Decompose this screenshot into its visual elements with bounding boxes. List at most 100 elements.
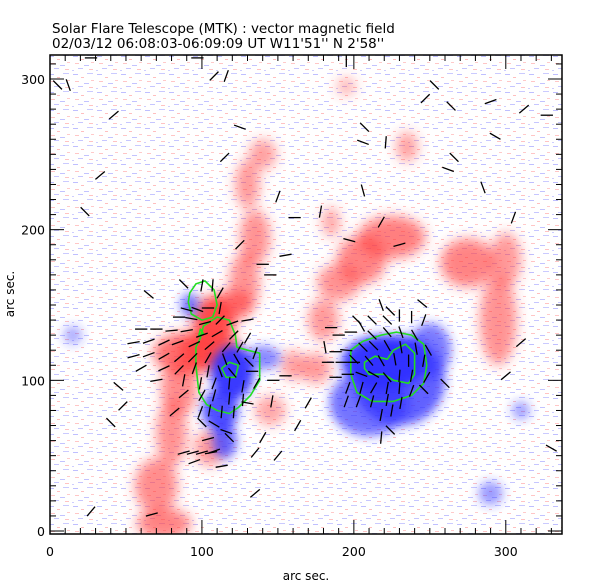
field-vector <box>224 432 235 443</box>
field-vector <box>384 136 387 149</box>
positive-region <box>396 131 418 162</box>
field-vector <box>206 365 210 378</box>
field-vector <box>218 301 222 315</box>
contour-line <box>187 280 218 321</box>
negative-region <box>63 326 82 345</box>
field-vector <box>241 401 254 405</box>
field-vector <box>367 315 377 325</box>
field-vector <box>86 506 96 517</box>
field-vector <box>233 353 241 365</box>
field-vector <box>379 408 383 422</box>
field-vector <box>145 512 158 517</box>
field-vector <box>174 364 184 375</box>
field-vector <box>399 396 403 410</box>
field-vector <box>385 425 396 435</box>
field-vector <box>279 253 292 257</box>
y-tick-label: 200 <box>21 223 45 238</box>
field-vector <box>323 341 327 354</box>
field-vector <box>135 364 147 372</box>
field-vector <box>200 279 204 292</box>
field-vector <box>382 315 393 325</box>
field-vector <box>65 79 71 92</box>
field-vector <box>273 450 283 461</box>
chart-subtitle: 02/03/12 06:08:03-06:09:09 UT W11'51'' N… <box>52 36 384 52</box>
field-vector <box>220 405 223 419</box>
field-vector <box>414 342 418 355</box>
field-vector <box>227 367 237 378</box>
field-vector <box>382 372 392 383</box>
field-vector <box>221 353 228 366</box>
field-vector <box>421 314 427 327</box>
field-vector <box>369 395 375 408</box>
field-vector <box>186 450 199 455</box>
x-tick-label: 300 <box>494 544 518 559</box>
field-vector <box>442 166 455 173</box>
field-vector <box>197 417 207 428</box>
field-vector <box>228 330 239 340</box>
field-vector <box>368 340 379 351</box>
field-vector <box>220 428 233 435</box>
field-vector <box>173 353 185 363</box>
field-vector <box>188 340 201 348</box>
field-vector <box>171 339 184 346</box>
contour-line <box>198 328 205 336</box>
positive-region <box>135 458 178 513</box>
field-vector <box>80 206 90 217</box>
field-vector <box>378 298 384 312</box>
field-vector <box>367 330 377 340</box>
field-vector <box>191 306 204 313</box>
field-vector <box>360 184 366 197</box>
positive-region <box>308 298 339 342</box>
field-vector <box>219 152 230 163</box>
field-vector <box>343 238 356 243</box>
negative-region <box>511 401 531 420</box>
field-vector <box>188 458 201 465</box>
field-vector <box>259 431 267 444</box>
positive-region <box>280 350 306 381</box>
field-vector <box>165 329 178 332</box>
field-vector <box>211 279 214 292</box>
contour-line <box>220 361 240 379</box>
field-vector <box>423 371 431 383</box>
field-vector <box>510 211 517 224</box>
field-vector <box>217 365 223 378</box>
field-vector <box>209 71 219 81</box>
field-vector <box>408 384 415 397</box>
field-vector <box>418 384 429 395</box>
field-vector <box>367 370 380 378</box>
field-vector <box>411 329 419 341</box>
field-vector <box>158 352 170 360</box>
positive-region <box>440 238 496 287</box>
field-vector <box>241 393 245 407</box>
y-tick-label: 300 <box>21 72 45 87</box>
field-vector <box>201 436 215 442</box>
vector-layer <box>52 55 557 517</box>
y-axis-label: arc sec. <box>3 271 17 317</box>
field-vector <box>118 401 128 411</box>
field-vector <box>359 381 364 394</box>
field-vector <box>377 216 385 228</box>
field-vector <box>429 80 440 90</box>
field-vector <box>352 315 362 325</box>
positive-region <box>249 139 277 170</box>
field-vector <box>385 306 396 316</box>
x-tick-label: 100 <box>190 544 214 559</box>
field-vector <box>158 365 170 372</box>
field-vector <box>169 407 180 417</box>
field-vector <box>216 287 224 299</box>
chart-title: Solar Flare Telescope (MTK) : vector mag… <box>52 21 395 37</box>
field-vector <box>340 348 353 352</box>
field-vector <box>449 152 459 163</box>
positive-region <box>479 274 517 366</box>
positive-region <box>156 399 187 467</box>
field-vector <box>379 431 383 444</box>
field-vector <box>398 326 404 339</box>
field-vector <box>127 354 140 359</box>
field-vector <box>370 382 378 394</box>
positive-region <box>490 232 521 287</box>
field-vector <box>424 344 432 356</box>
positive-region <box>321 207 341 238</box>
field-vector <box>349 354 359 365</box>
field-vector <box>393 353 397 366</box>
